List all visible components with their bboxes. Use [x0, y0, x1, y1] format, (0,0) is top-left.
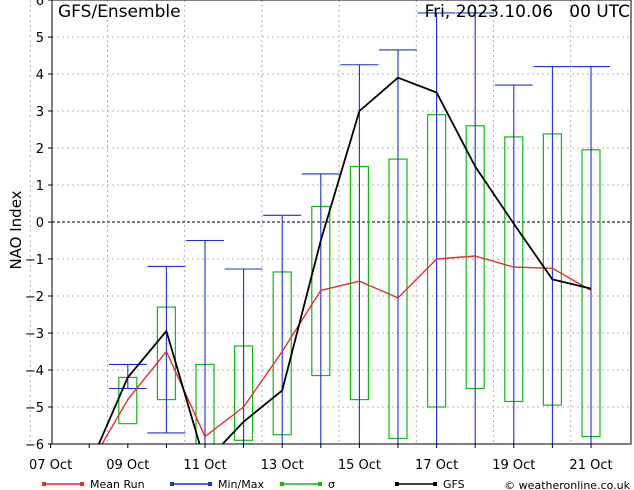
- y-tick-label: 2: [36, 142, 44, 157]
- legend-marker-end: [80, 482, 84, 486]
- y-tick-label: 1: [36, 179, 44, 194]
- mean-run-line: [101, 255, 592, 444]
- y-tick-label: −6: [25, 438, 44, 453]
- gfs-line: [97, 76, 592, 444]
- x-tick-label: 11 Oct: [183, 458, 226, 473]
- legend-marker-start: [280, 482, 284, 486]
- y-tick-label: 3: [36, 105, 44, 120]
- y-tick-label: −5: [25, 401, 44, 416]
- x-tick-label: 09 Oct: [106, 458, 149, 473]
- y-tick-label: 0: [36, 216, 44, 231]
- x-tick-label: 07 Oct: [29, 458, 72, 473]
- legend-label: Min/Max: [218, 478, 264, 490]
- min-max-bars: [108, 12, 610, 444]
- y-tick-label: −3: [25, 327, 44, 342]
- y-tick-label: 6: [36, 0, 44, 9]
- credit-text: © weatheronline.co.uk: [504, 479, 630, 490]
- legend-marker-start: [395, 482, 399, 486]
- run-label: Fri, 2023.10.06 00 UTC: [425, 2, 630, 22]
- legend-marker-end: [208, 482, 212, 486]
- y-tick-label: 5: [36, 31, 44, 46]
- y-tick-label: 4: [36, 68, 44, 83]
- legend-marker-end: [433, 482, 437, 486]
- x-tick-label: 17 Oct: [415, 458, 458, 473]
- y-axis-label: NAO Index: [7, 190, 25, 269]
- legend-label: GFS: [443, 478, 465, 490]
- x-axis-ticks: 07 Oct 09 Oct 11 Oct 13 Oct 15 Oct 17 Oct 19 O…: [29, 444, 613, 473]
- legend-label: σ: [328, 478, 335, 490]
- legend-marker-start: [42, 482, 46, 486]
- mean-run-series: [101, 255, 592, 444]
- x-tick-label: 19 Oct: [492, 458, 535, 473]
- legend-label: Mean Run: [90, 478, 145, 490]
- legend-marker-start: [170, 482, 174, 486]
- y-axis-ticks: −6 −5 −4 −3 −2 −1 0 1 2 3 4 5 6: [25, 0, 52, 453]
- y-tick-label: −1: [25, 253, 44, 268]
- legend-marker-end: [318, 482, 322, 486]
- y-tick-label: −2: [25, 290, 44, 305]
- x-tick-label: 21 Oct: [569, 458, 612, 473]
- gfs-series: [97, 76, 592, 444]
- x-tick-label: 15 Oct: [338, 458, 381, 473]
- y-tick-label: −4: [25, 364, 44, 379]
- chart-title: GFS/Ensemble: [58, 2, 181, 22]
- x-tick-label: 13 Oct: [261, 458, 304, 473]
- legend: Mean Run Min/Max σ GFS: [42, 478, 465, 490]
